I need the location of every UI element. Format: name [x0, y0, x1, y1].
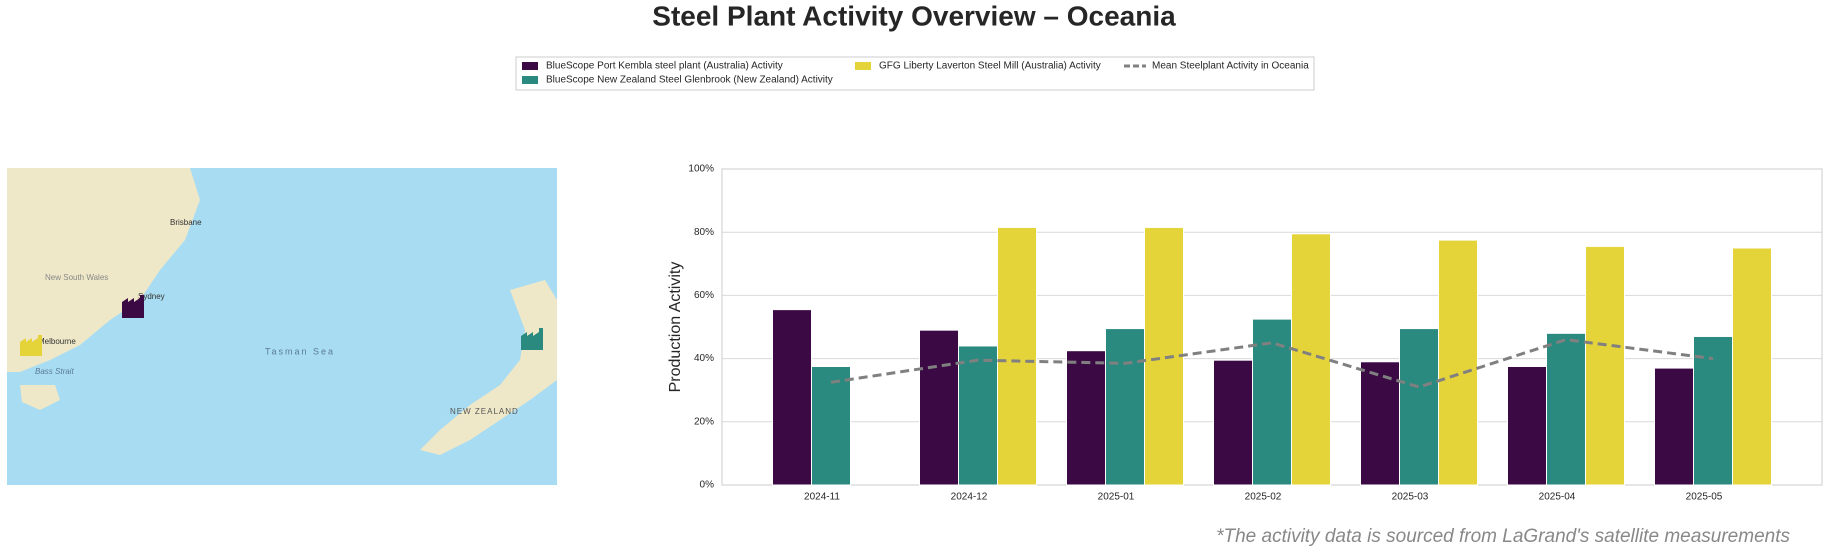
legend-box — [515, 56, 1315, 91]
map-land — [420, 280, 557, 455]
y-axis-label: Production Activity — [667, 262, 684, 393]
legend-swatch — [522, 62, 538, 70]
chart-title: Steel Plant Activity Overview – Oceania — [652, 0, 1176, 31]
x-tick-label: 2024-11 — [804, 492, 840, 503]
bar — [919, 329, 959, 486]
legend-label: Mean Steelplant Activity in Oceania — [1152, 61, 1309, 72]
bar — [1066, 350, 1106, 486]
legend-swatch — [522, 76, 538, 84]
y-tick-label: 60% — [694, 290, 714, 301]
map-land — [7, 168, 200, 372]
bar — [1693, 335, 1733, 486]
y-tick-label: 20% — [694, 416, 714, 427]
x-tick-label: 2025-05 — [1686, 492, 1723, 503]
x-tick-label: 2025-01 — [1098, 492, 1135, 503]
y-tick-label: 0% — [700, 480, 715, 491]
bar — [1360, 361, 1400, 486]
map-label: Tasman Sea — [265, 346, 335, 356]
bar — [1252, 318, 1292, 486]
bar — [811, 366, 851, 486]
bar — [997, 226, 1037, 486]
map-label: NEW ZEALAND — [450, 407, 519, 416]
map: Brisbane Sydney Melbourne Bass Strait Ta… — [7, 168, 557, 485]
bar — [1399, 328, 1439, 486]
bar — [1144, 226, 1184, 486]
y-tick-label: 100% — [688, 164, 714, 175]
footnote: *The activity data is sourced from LaGra… — [1216, 526, 1790, 547]
plant-marker — [20, 335, 42, 356]
map-label: Melbourne — [38, 337, 76, 346]
y-tick-label: 80% — [694, 227, 714, 238]
bar — [1213, 359, 1253, 486]
map-label: Bass Strait — [35, 367, 74, 376]
map-label: New South Wales — [45, 273, 108, 282]
legend-swatch — [855, 62, 871, 70]
bar — [772, 309, 812, 486]
x-tick-label: 2025-03 — [1392, 492, 1429, 503]
bar — [1732, 247, 1772, 486]
bar — [958, 345, 998, 486]
legend-label: BlueScope New Zealand Steel Glenbrook (N… — [546, 75, 833, 86]
x-tick-label: 2024-12 — [951, 492, 988, 503]
bar — [1105, 328, 1145, 486]
legend-label: BlueScope Port Kembla steel plant (Austr… — [546, 61, 783, 72]
bar — [1585, 245, 1625, 486]
map-label: Sydney — [138, 292, 165, 301]
plant-marker — [521, 328, 543, 350]
bar — [1507, 366, 1547, 486]
legend-label: GFG Liberty Laverton Steel Mill (Austral… — [879, 61, 1101, 72]
x-tick-label: 2025-04 — [1539, 492, 1576, 503]
bar — [1291, 233, 1331, 486]
y-tick-label: 40% — [694, 353, 714, 364]
map-label: Brisbane — [170, 218, 202, 227]
mean-line — [830, 338, 1714, 389]
bar — [1654, 367, 1694, 486]
plant-marker — [122, 295, 144, 318]
bar — [1438, 239, 1478, 486]
map-land — [20, 385, 60, 410]
x-tick-label: 2025-02 — [1245, 492, 1282, 503]
bar — [1546, 332, 1586, 486]
